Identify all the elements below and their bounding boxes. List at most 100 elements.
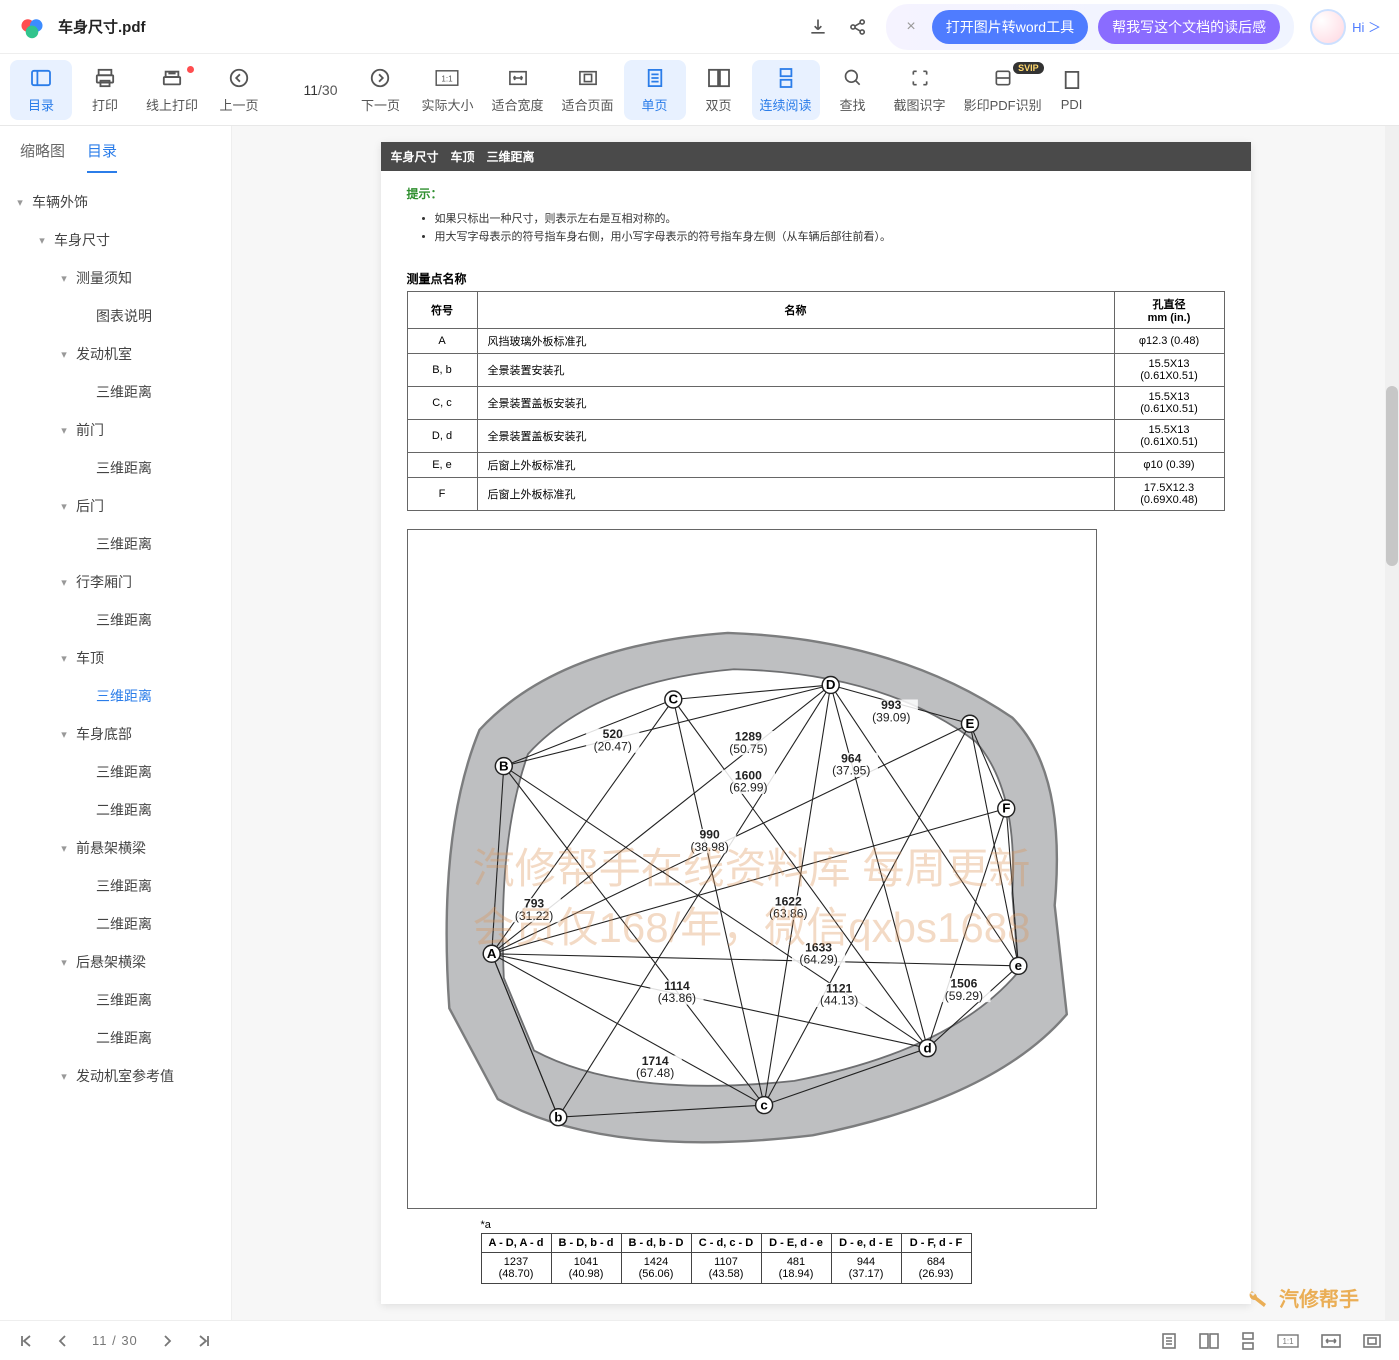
zoom-ratio-icon[interactable]: 1:1 — [1277, 1334, 1299, 1348]
online-print-button[interactable]: 线上打印 — [138, 60, 206, 120]
tree-toggle-icon[interactable]: ▾ — [56, 348, 72, 361]
next-page-icon[interactable] — [160, 1334, 174, 1348]
tree-toggle-icon[interactable]: ▾ — [56, 728, 72, 741]
tree-toggle-icon[interactable]: ▾ — [34, 234, 50, 247]
view-single-icon[interactable] — [1161, 1332, 1177, 1350]
toc-label: 前门 — [76, 420, 104, 440]
toc-label: 车身底部 — [76, 724, 132, 744]
dim-cell: 481(18.94) — [761, 1253, 831, 1284]
view-continuous-icon[interactable] — [1241, 1332, 1255, 1350]
toc-item[interactable]: ▾ 车身底部 — [4, 715, 227, 753]
next-page-button[interactable]: 下一页 — [349, 60, 411, 120]
tab-thumbnails[interactable]: 缩略图 — [20, 140, 65, 173]
page-input[interactable] — [282, 82, 318, 98]
svg-text:D: D — [825, 677, 835, 692]
dim-cell: 1237(48.70) — [481, 1253, 551, 1284]
toc-item[interactable]: 图表说明 — [4, 297, 227, 335]
pdf-more-button[interactable]: PDI — [1052, 60, 1092, 120]
continuous-icon — [777, 65, 795, 91]
footer-bar: 11 / 30 1:1 — [0, 1320, 1399, 1360]
cell-diameter: 15.5X13(0.61X0.51) — [1114, 354, 1224, 387]
tree-toggle-icon[interactable]: ▾ — [56, 424, 72, 437]
fit-width-button[interactable]: 适合宽度 — [484, 60, 552, 120]
prev-page-icon[interactable] — [56, 1334, 70, 1348]
print-button[interactable]: 打印 — [74, 60, 136, 120]
promo-close-icon[interactable]: × — [900, 18, 921, 36]
toc-item[interactable]: 三维距离 — [4, 525, 227, 563]
prev-page-button[interactable]: 上一页 — [208, 60, 270, 120]
toc-label: 三维距离 — [96, 610, 152, 630]
page-total: 30 — [322, 82, 338, 98]
tree-toggle-icon[interactable]: ▾ — [56, 1070, 72, 1083]
continuous-read-button[interactable]: 连续阅读 — [752, 60, 820, 120]
notification-dot-icon — [187, 66, 194, 73]
toc-label: 后门 — [76, 496, 104, 516]
promo-word-button[interactable]: 打开图片转word工具 — [932, 10, 1088, 44]
toc-item[interactable]: 三维距离 — [4, 449, 227, 487]
tree-toggle-icon[interactable]: ▾ — [56, 500, 72, 513]
toc-item[interactable]: 二维距离 — [4, 791, 227, 829]
tree-toggle-icon[interactable]: ▾ — [56, 576, 72, 589]
document-viewport[interactable]: 车身尺寸 车顶 三维距离 提示： 如果只标出一种尺寸，则表示左右是互相对称的。用… — [232, 126, 1399, 1320]
scrollbar-thumb[interactable] — [1386, 386, 1398, 566]
view-double-icon[interactable] — [1199, 1333, 1219, 1349]
svg-text:C: C — [668, 692, 678, 707]
toc-item[interactable]: 三维距离 — [4, 753, 227, 791]
col-diameter: 孔直径 mm (in.) — [1114, 292, 1224, 329]
share-icon[interactable] — [846, 15, 870, 39]
toc-item[interactable]: ▾ 测量须知 — [4, 259, 227, 297]
toc-label: 测量须知 — [76, 268, 132, 288]
dim-cell: 1041(40.98) — [551, 1253, 621, 1284]
toc-item[interactable]: ▾车顶 — [4, 639, 227, 677]
promo-bar: × 打开图片转word工具 帮我写这个文档的读后感 — [886, 4, 1294, 50]
first-page-icon[interactable] — [18, 1333, 34, 1349]
zoom-fit-width-icon[interactable] — [1321, 1334, 1341, 1348]
toc-item[interactable]: ▾ 后门 — [4, 487, 227, 525]
tree-toggle-icon[interactable]: ▾ — [12, 196, 28, 209]
hint-label: 提示： — [407, 185, 1225, 202]
scan-pdf-button[interactable]: SVIP 影印PDF识别 — [956, 60, 1050, 120]
tree-toggle-icon[interactable]: ▾ — [56, 272, 72, 285]
toc-item[interactable]: ▾ 车辆外饰 — [4, 183, 227, 221]
toc-item[interactable]: ▾ 前门 — [4, 411, 227, 449]
toc-label: 二维距离 — [96, 914, 152, 934]
tab-toc[interactable]: 目录 — [87, 140, 117, 173]
svg-text:(62.99): (62.99) — [729, 781, 767, 795]
double-page-button[interactable]: 双页 — [688, 60, 750, 120]
fit-width-icon — [507, 65, 529, 91]
toc-item[interactable]: ▾ 发动机室参考值 — [4, 1057, 227, 1095]
actual-size-button[interactable]: 1:1 实际大小 — [413, 60, 481, 120]
toc-item[interactable]: ▾前悬架横梁 — [4, 829, 227, 867]
table-row: F后窗上外板标准孔17.5X12.3(0.69X0.48) — [407, 478, 1224, 511]
download-icon[interactable] — [806, 15, 830, 39]
vertical-scrollbar[interactable] — [1385, 126, 1399, 1320]
user-avatar[interactable]: Hi ＞ — [1310, 9, 1381, 45]
cell-name: 后窗上外板标准孔 — [477, 453, 1114, 478]
tree-toggle-icon[interactable]: ▾ — [56, 956, 72, 969]
toc-item[interactable]: ▾发动机室 — [4, 335, 227, 373]
toc-label: 车辆外饰 — [32, 192, 88, 212]
toc-item[interactable]: 二维距离 — [4, 905, 227, 943]
toc-item[interactable]: 三维距离 — [4, 601, 227, 639]
catalog-button[interactable]: 目录 — [10, 60, 72, 120]
toc-label: 车身尺寸 — [54, 230, 110, 250]
toc-item[interactable]: 三维距离 — [4, 981, 227, 1019]
toc-item[interactable]: ▾后悬架横梁 — [4, 943, 227, 981]
toc-label: 三维距离 — [96, 762, 152, 782]
crop-ocr-button[interactable]: 截图识字 — [886, 60, 954, 120]
toc-item[interactable]: 三维距离 — [4, 867, 227, 905]
last-page-icon[interactable] — [196, 1333, 212, 1349]
single-page-button[interactable]: 单页 — [624, 60, 686, 120]
promo-summary-button[interactable]: 帮我写这个文档的读后感 — [1098, 10, 1280, 44]
tree-toggle-icon[interactable]: ▾ — [56, 652, 72, 665]
fit-page-button[interactable]: 适合页面 — [554, 60, 622, 120]
toc-item[interactable]: 三维距离 — [4, 373, 227, 411]
toc-item[interactable]: ▾ 车身尺寸 — [4, 221, 227, 259]
toc-item[interactable]: ▾行李厢门 — [4, 563, 227, 601]
tree-toggle-icon[interactable]: ▾ — [56, 842, 72, 855]
zoom-fit-page-icon[interactable] — [1363, 1334, 1381, 1348]
toc-item[interactable]: 三维距离 — [4, 677, 227, 715]
toc-label: 发动机室参考值 — [76, 1066, 174, 1086]
toc-item[interactable]: 二维距离 — [4, 1019, 227, 1057]
find-button[interactable]: 查找 — [822, 60, 884, 120]
